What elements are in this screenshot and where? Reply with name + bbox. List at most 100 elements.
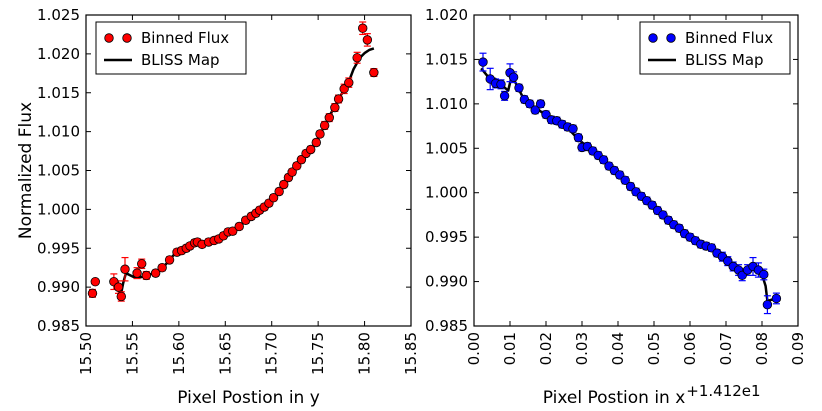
legend-label-binned-flux: Binned Flux xyxy=(141,29,229,47)
data-point xyxy=(339,84,349,94)
data-point xyxy=(234,221,244,232)
data-point xyxy=(319,120,330,131)
x-tick-label: 0.03 xyxy=(573,332,591,365)
data-point xyxy=(120,264,130,274)
data-point xyxy=(573,132,584,143)
axes-frame xyxy=(473,14,799,327)
legend-marker-icon xyxy=(122,33,132,43)
data-point xyxy=(116,291,126,302)
data-point xyxy=(268,193,279,203)
x-axis-label: Pixel Postion in y xyxy=(177,388,320,408)
y-tick-label: 1.005 xyxy=(425,139,468,157)
data-point xyxy=(344,77,354,88)
legend-label-bliss-map: BLISS Map xyxy=(685,51,764,69)
left-chart-panel: 0.985 0.990 0.995 1.000 1.005 1.010 1.015 1.020… xyxy=(16,6,420,408)
data-point xyxy=(296,154,307,165)
y-tick-label: 0.990 xyxy=(37,278,80,296)
data-point xyxy=(330,102,340,113)
x-tick-label: 0.09 xyxy=(789,332,807,365)
y-tick-label: 1.010 xyxy=(37,123,80,141)
legend-box xyxy=(639,21,791,75)
data-point xyxy=(157,262,167,273)
x-tick-label: 15.60 xyxy=(170,332,188,375)
y-tick-label: 0.995 xyxy=(425,228,468,246)
data-point xyxy=(137,259,147,269)
x-tick-label: 15.75 xyxy=(309,332,327,375)
data-point xyxy=(352,53,362,63)
legend-box xyxy=(95,21,247,75)
data-point xyxy=(358,23,368,33)
x-tick-label: 0.07 xyxy=(717,332,735,365)
x-tick-label: 0.05 xyxy=(645,332,663,365)
data-point xyxy=(525,99,535,109)
legend-label-bliss-map: BLISS Map xyxy=(141,51,220,69)
legend: Binned Flux BLISS Map xyxy=(639,21,791,75)
data-point xyxy=(762,299,773,310)
x-tick-label: 15.85 xyxy=(402,332,420,375)
x-tick-label: 15.70 xyxy=(263,332,281,375)
legend-marker-icon xyxy=(104,33,114,43)
y-tick-label: 0.990 xyxy=(425,273,468,291)
data-point xyxy=(141,270,152,281)
x-tick-label: 0.00 xyxy=(465,332,483,365)
data-point xyxy=(759,269,769,280)
x-axis-offset-label: +1.412e1 xyxy=(686,382,760,400)
data-point xyxy=(228,226,238,236)
x-tick-label: 0.06 xyxy=(681,332,699,365)
data-point xyxy=(514,83,524,93)
data-point xyxy=(324,112,334,123)
y-tick-label: 0.995 xyxy=(37,239,80,257)
legend-marker-icon xyxy=(666,33,676,43)
data-point xyxy=(771,293,782,304)
y-tick-label: 1.025 xyxy=(37,6,80,24)
y-tick-label: 1.000 xyxy=(37,200,80,218)
data-point xyxy=(499,91,510,101)
data-point xyxy=(164,255,175,265)
y-tick-label: 1.010 xyxy=(425,95,468,113)
data-point xyxy=(535,99,546,109)
data-point xyxy=(287,167,297,177)
y-tick-label: 0.985 xyxy=(425,317,468,335)
data-point xyxy=(598,155,609,165)
x-tick-label: 15.65 xyxy=(216,332,234,375)
data-point xyxy=(362,35,373,45)
legend-marker-icon xyxy=(648,33,658,43)
data-point xyxy=(478,57,488,67)
data-point xyxy=(132,268,142,278)
data-point xyxy=(333,94,344,104)
data-point xyxy=(90,276,100,287)
y-axis-label: Normalized Flux xyxy=(16,102,36,239)
y-tick-label: 1.005 xyxy=(37,162,80,180)
y-tick-label: 1.015 xyxy=(425,50,468,68)
legend-label-binned-flux: Binned Flux xyxy=(685,29,773,47)
data-point xyxy=(508,72,519,82)
x-tick-label: 15.50 xyxy=(77,332,95,375)
data-point xyxy=(496,79,506,90)
y-tick-label: 0.985 xyxy=(37,317,80,335)
data-point xyxy=(369,67,379,78)
y-tick-label: 1.020 xyxy=(425,6,468,24)
y-tick-label: 1.020 xyxy=(37,45,80,63)
data-point xyxy=(568,124,578,134)
data-point xyxy=(87,288,98,299)
x-tick-label: 15.80 xyxy=(356,332,374,375)
x-tick-label: 15.55 xyxy=(123,332,141,375)
y-tick-label: 1.015 xyxy=(37,84,80,102)
x-tick-label: 0.08 xyxy=(753,332,771,365)
data-point xyxy=(315,129,325,139)
x-axis-label: Pixel Postion in x xyxy=(543,388,686,408)
x-tick-label: 0.04 xyxy=(609,332,627,365)
data-point xyxy=(311,137,321,148)
right-chart-panel: 0.985 0.990 0.995 1.000 1.005 1.010 1.015 1.020… xyxy=(425,6,807,408)
data-point xyxy=(620,175,630,185)
data-point xyxy=(279,179,289,190)
x-tick-label: 0.01 xyxy=(501,332,519,365)
data-point xyxy=(274,186,284,197)
data-point xyxy=(292,161,302,171)
data-point xyxy=(150,268,161,278)
legend: Binned Flux BLISS Map xyxy=(95,21,247,75)
data-point xyxy=(113,282,124,292)
y-tick-label: 1.000 xyxy=(425,184,468,202)
data-point xyxy=(306,144,316,155)
